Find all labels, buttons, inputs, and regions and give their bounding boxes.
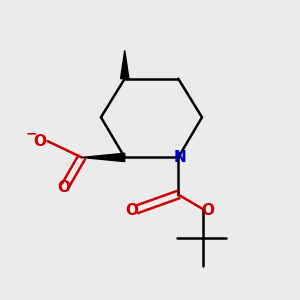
Polygon shape [82,153,125,162]
Text: O: O [126,203,139,218]
Text: −: − [25,127,37,141]
Text: O: O [57,180,70,195]
Polygon shape [121,50,129,79]
Text: O: O [202,203,214,218]
Text: N: N [173,150,186,165]
Text: O: O [34,134,46,148]
